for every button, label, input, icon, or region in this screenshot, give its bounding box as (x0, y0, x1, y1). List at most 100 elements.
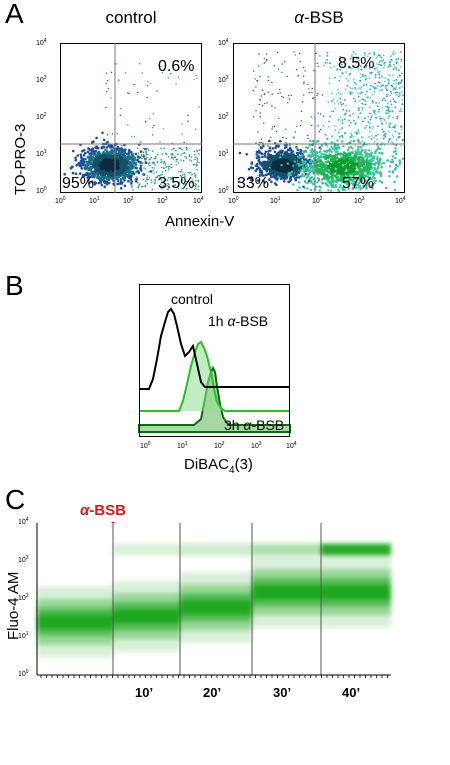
plot-1-upper-right-pct: 0.6% (158, 58, 195, 75)
scatter-point (261, 163, 265, 166)
scatter-point (399, 82, 402, 85)
scatter-point (364, 179, 368, 183)
scatter-point (395, 82, 398, 85)
scatter-point (340, 169, 344, 173)
scatter-point (362, 176, 366, 179)
scatter-point (399, 66, 402, 68)
scatter-point (331, 147, 334, 150)
scatter-point (295, 170, 299, 174)
plot-2-title: α-BSB (294, 8, 344, 27)
scatter-point (364, 66, 367, 69)
scatter-point (155, 171, 158, 173)
scatter-point (270, 180, 273, 184)
scatter-point (71, 171, 75, 175)
scatter-point (310, 116, 312, 118)
scatter-point (154, 164, 156, 166)
scatter-point (311, 91, 313, 94)
scatter-point (296, 148, 300, 152)
scatter-point (365, 96, 368, 99)
scatter-point (105, 146, 109, 149)
scatter-point (275, 130, 278, 133)
scatter-point (362, 184, 365, 188)
scatter-point (393, 79, 396, 82)
scatter-point (146, 96, 148, 99)
scatter-point (347, 175, 350, 178)
scatter-point (326, 61, 329, 64)
scatter-point (282, 163, 286, 166)
scatter-point (372, 85, 375, 88)
scatter-point (365, 83, 368, 86)
scatter-point (265, 161, 269, 165)
scatter-point (293, 51, 295, 53)
scatter-point (357, 183, 360, 186)
scatter-point (354, 156, 357, 159)
scatter-point (106, 134, 109, 136)
scatter-point (150, 181, 153, 184)
scatter-point (306, 169, 309, 172)
scatter-point (146, 153, 149, 156)
scatter-point (380, 89, 383, 92)
b-xtick-2: 102 (214, 441, 225, 450)
scatter-point (133, 158, 135, 160)
scatter-point (349, 167, 353, 170)
scatter-point (353, 51, 355, 54)
scatter-point (378, 115, 381, 118)
scatter-point (384, 80, 386, 83)
scatter-point (145, 152, 148, 154)
scatter-point (188, 154, 191, 156)
scatter-point (360, 169, 363, 172)
scatter-point (398, 135, 401, 138)
scatter-point (150, 156, 152, 159)
scatter-point (288, 98, 290, 100)
scatter-point (177, 162, 180, 164)
scatter-point (193, 184, 195, 187)
scatter-point (165, 184, 167, 186)
scatter-point (288, 144, 292, 147)
scatter-point (88, 181, 91, 185)
scatter-point (181, 133, 183, 135)
scatter-point (321, 94, 324, 96)
scatter-point (316, 173, 320, 176)
scatter-point (359, 141, 361, 144)
scatter-point (194, 128, 197, 130)
scatter-point (368, 135, 370, 138)
scatter-point (137, 154, 139, 157)
scatter-point (123, 165, 127, 168)
scatter-point (298, 52, 301, 55)
scatter-point (295, 146, 298, 150)
a1-ytick-1: 101 (36, 149, 47, 158)
scatter-point (255, 164, 259, 168)
scatter-point (383, 133, 386, 136)
scatter-point (277, 68, 280, 70)
a2-xtick-2: 102 (312, 196, 323, 205)
scatter-point (110, 148, 113, 152)
scatter-point (140, 141, 142, 143)
scatter-point (177, 185, 180, 188)
scatter-point (126, 166, 129, 169)
scatter-point (341, 188, 345, 192)
scatter-point (293, 174, 296, 177)
scatter-point (167, 169, 170, 171)
scatter-point (361, 98, 364, 101)
scatter-point (386, 112, 389, 115)
scatter-point (320, 144, 323, 147)
scatter-point (170, 163, 172, 166)
scatter-point (283, 156, 287, 159)
scatter-point (300, 154, 303, 157)
scatter-point (124, 72, 127, 74)
scatter-point (392, 82, 395, 85)
scatter-point (359, 92, 362, 95)
scatter-point (154, 181, 156, 183)
scatter-point (369, 122, 371, 125)
scatter-point (326, 137, 329, 140)
scatter-point (127, 179, 130, 183)
scatter-point (104, 171, 108, 174)
scatter-point (395, 144, 398, 147)
scatter-point (371, 176, 375, 179)
scatter-point (335, 174, 338, 177)
scatter-point (326, 144, 329, 147)
scatter-point (161, 173, 163, 176)
scatter-point (369, 52, 372, 55)
scatter-point (259, 112, 261, 114)
scatter-point (381, 152, 384, 156)
